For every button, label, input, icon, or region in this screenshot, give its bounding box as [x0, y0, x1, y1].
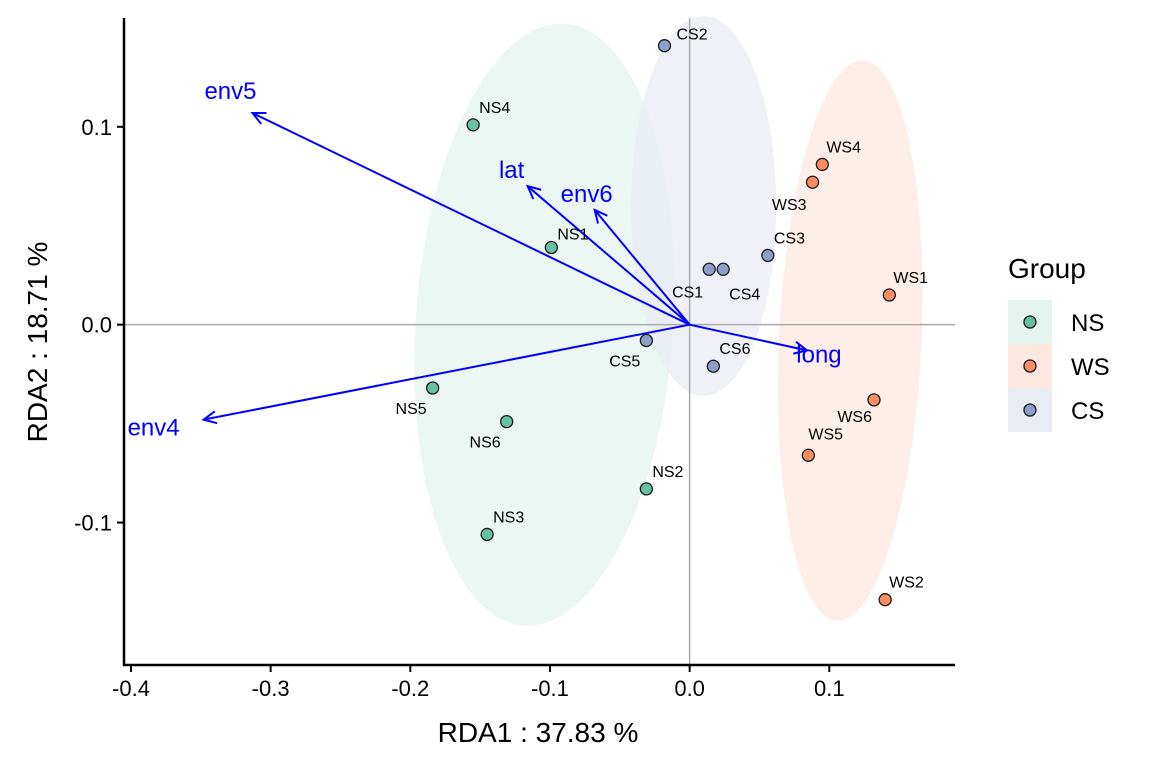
vector-lat — [526, 185, 691, 326]
legend-label-cs: CS — [1071, 398, 1104, 425]
arrowhead-env4 — [201, 410, 218, 425]
legend-swatch-ws — [1023, 359, 1037, 373]
arrowhead-env5 — [250, 111, 267, 125]
point-ws2 — [878, 593, 892, 607]
vector-label-env6: env6 — [561, 181, 613, 208]
point-label-cs1: CS1 — [672, 284, 703, 301]
vector-env4 — [203, 323, 690, 421]
legend-label-ws: WS — [1071, 354, 1110, 381]
point-cs1 — [702, 262, 716, 276]
point-ns3 — [480, 527, 494, 542]
vector-label-env4: env4 — [128, 415, 180, 442]
point-label-ws4: WS4 — [826, 139, 861, 156]
environment-vectors: env5 lat env6 env4 long — [128, 78, 842, 442]
y-tick-label: 0.1 — [81, 115, 112, 140]
point-label-ns3: NS3 — [493, 509, 524, 526]
axes: -0.4 -0.3 -0.2 -0.1 0.0 0.1 0.1 0.0 -0.1 — [74, 18, 955, 701]
point-label-cs2: CS2 — [676, 27, 707, 44]
x-tick-label: 0.0 — [674, 676, 705, 701]
point-ns1 — [544, 240, 559, 255]
legend-label-ns: NS — [1071, 310, 1104, 337]
point-label-ns4: NS4 — [479, 100, 510, 117]
point-cs2 — [657, 39, 672, 53]
point-label-cs6: CS6 — [719, 341, 750, 358]
point-ns2 — [639, 482, 653, 496]
y-tick-label: 0.0 — [81, 313, 112, 338]
vector-long — [689, 323, 808, 352]
arrowhead-lat — [525, 184, 542, 200]
point-ws4 — [815, 157, 829, 172]
ellipse-cs — [631, 16, 777, 396]
point-cs6 — [706, 359, 721, 373]
point-ws5 — [801, 448, 816, 462]
y-tick-label: -0.1 — [74, 511, 112, 536]
legend-swatch-ns — [1023, 315, 1037, 329]
legend: Group NS WS CS — [1008, 253, 1110, 432]
vector-label-lat: lat — [499, 157, 525, 184]
x-tick-label: -0.2 — [391, 676, 429, 701]
point-ns5 — [426, 381, 440, 395]
reference-lines — [124, 18, 955, 665]
x-tick-label: -0.4 — [112, 676, 150, 701]
legend-swatch-cs — [1023, 403, 1037, 417]
vector-env5 — [252, 112, 691, 326]
point-label-cs4: CS4 — [729, 286, 760, 303]
legend-title: Group — [1008, 253, 1086, 284]
point-label-ns1: NS1 — [557, 227, 588, 244]
point-label-cs5: CS5 — [609, 354, 640, 371]
point-ns6 — [500, 414, 514, 429]
point-label-ns6: NS6 — [470, 435, 501, 452]
point-label-ns2: NS2 — [652, 464, 683, 481]
point-cs5 — [639, 333, 653, 348]
y-axis-title: RDA2 : 18.71 % — [22, 242, 53, 443]
point-label-ws3: WS3 — [772, 197, 807, 214]
point-label-ws2: WS2 — [889, 575, 924, 592]
point-label-ws1: WS1 — [893, 270, 928, 287]
x-tick-label: -0.1 — [531, 676, 569, 701]
arrowhead-env6 — [593, 208, 608, 224]
ellipse-ws — [777, 60, 923, 621]
point-ns4 — [466, 118, 480, 132]
point-label-cs3: CS3 — [774, 230, 805, 247]
vector-env6 — [593, 209, 691, 326]
x-axis-title: RDA1 : 37.83 % — [438, 717, 639, 748]
point-label-ws6: WS6 — [837, 409, 872, 426]
point-cs4 — [716, 262, 730, 276]
point-cs3 — [761, 248, 775, 263]
point-ws6 — [867, 393, 881, 407]
arrowhead-long — [793, 340, 810, 355]
x-tick-label: 0.1 — [814, 676, 845, 701]
vector-label-long: long — [796, 341, 841, 368]
point-ws3 — [805, 175, 820, 189]
vector-label-env5: env5 — [204, 78, 256, 105]
point-label-ns5: NS5 — [396, 401, 427, 418]
x-tick-label: -0.3 — [252, 676, 290, 701]
point-ws1 — [882, 288, 897, 302]
point-label-ws5: WS5 — [808, 426, 843, 443]
